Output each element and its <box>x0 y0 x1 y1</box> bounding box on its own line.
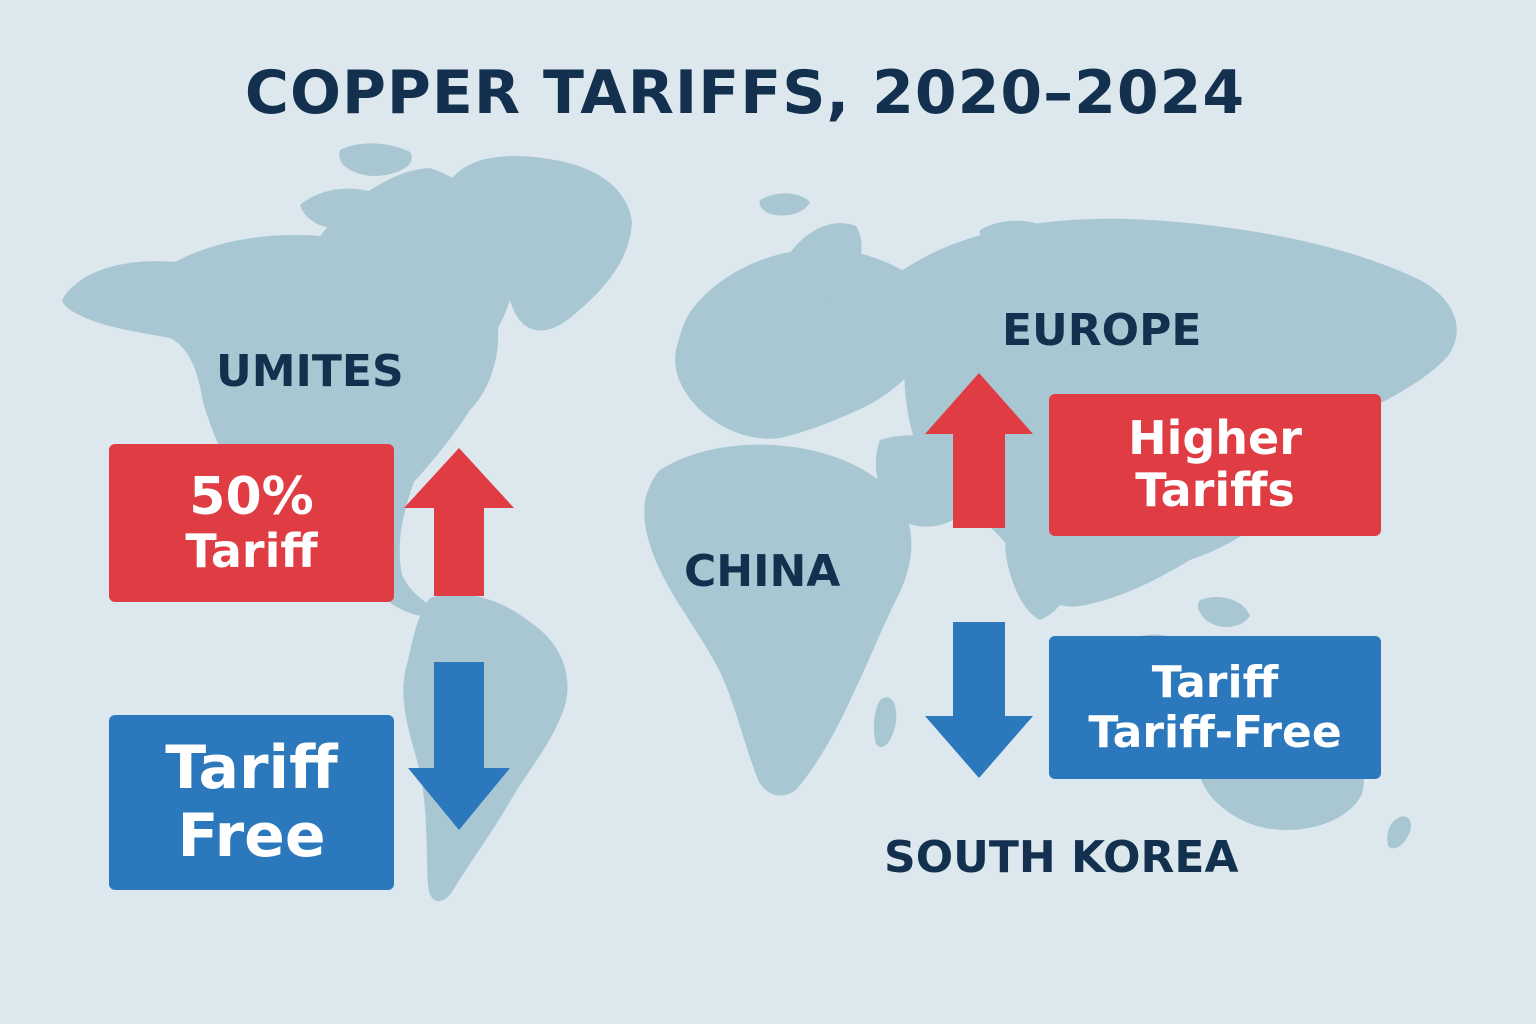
japan-shape <box>1353 355 1383 400</box>
europe-shape <box>675 248 934 439</box>
arctic-islands-shape <box>759 193 810 216</box>
british-isles-shape <box>704 307 739 347</box>
new-zealand-shape <box>1387 816 1411 849</box>
down-arrow-icon <box>408 662 510 830</box>
europe-higher-line2: Tariffs <box>1135 463 1295 517</box>
south-korea-free-line2: Tariff-Free <box>1088 706 1342 758</box>
madagascar-shape <box>873 697 897 748</box>
southeast-asia-islands-shape <box>1198 596 1250 628</box>
us-tariff-free-box: Tariff Free <box>109 715 394 890</box>
region-label-us: UMITES <box>216 346 404 397</box>
region-label-china: CHINA <box>684 546 841 597</box>
arctic-islands-shape <box>979 220 1048 247</box>
greenland-shape <box>450 155 632 331</box>
arctic-islands-shape <box>339 143 412 176</box>
us-free-line2: Free <box>177 800 326 871</box>
us-tariff-label: Tariff <box>185 524 318 579</box>
up-arrow-icon <box>925 373 1033 528</box>
down-arrow-icon <box>925 622 1033 778</box>
europe-higher-line1: Higher <box>1128 411 1302 466</box>
south-korea-tariff-free-box: Tariff Tariff-Free <box>1049 636 1381 779</box>
india-shape <box>1005 517 1080 620</box>
page-title: COPPER TARIFFS, 2020–2024 <box>244 58 1246 128</box>
north-america-shape <box>62 168 514 617</box>
region-label-south-korea: SOUTH KOREA <box>884 832 1239 883</box>
africa-shape <box>644 444 912 796</box>
scandinavia-shape <box>780 223 862 300</box>
south-korea-free-line1: Tariff <box>1151 657 1279 709</box>
us-free-line1: Tariff <box>165 733 338 804</box>
up-arrow-icon <box>404 448 514 596</box>
arctic-islands-shape <box>300 188 385 231</box>
region-label-europe: EUROPE <box>1002 305 1202 356</box>
us-tariff-box: 50% Tariff <box>109 444 394 602</box>
us-tariff-percent: 50% <box>189 467 314 528</box>
europe-higher-tariffs-box: Higher Tariffs <box>1049 394 1381 536</box>
